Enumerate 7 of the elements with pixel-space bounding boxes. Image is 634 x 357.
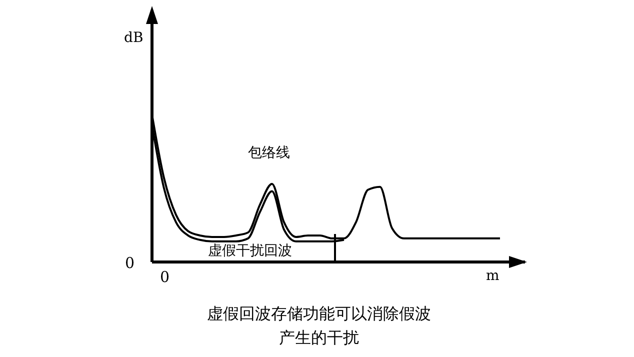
x-axis-title: m	[486, 268, 500, 284]
annotation: 虚假干扰回波	[208, 242, 292, 260]
annotation: 包络线	[248, 144, 290, 162]
y-axis-title: dB	[124, 30, 144, 46]
text: 虚假回波存储功能可以消除假波产生的干扰	[207, 303, 431, 349]
text: 0	[160, 268, 170, 286]
text: 0	[125, 254, 135, 272]
